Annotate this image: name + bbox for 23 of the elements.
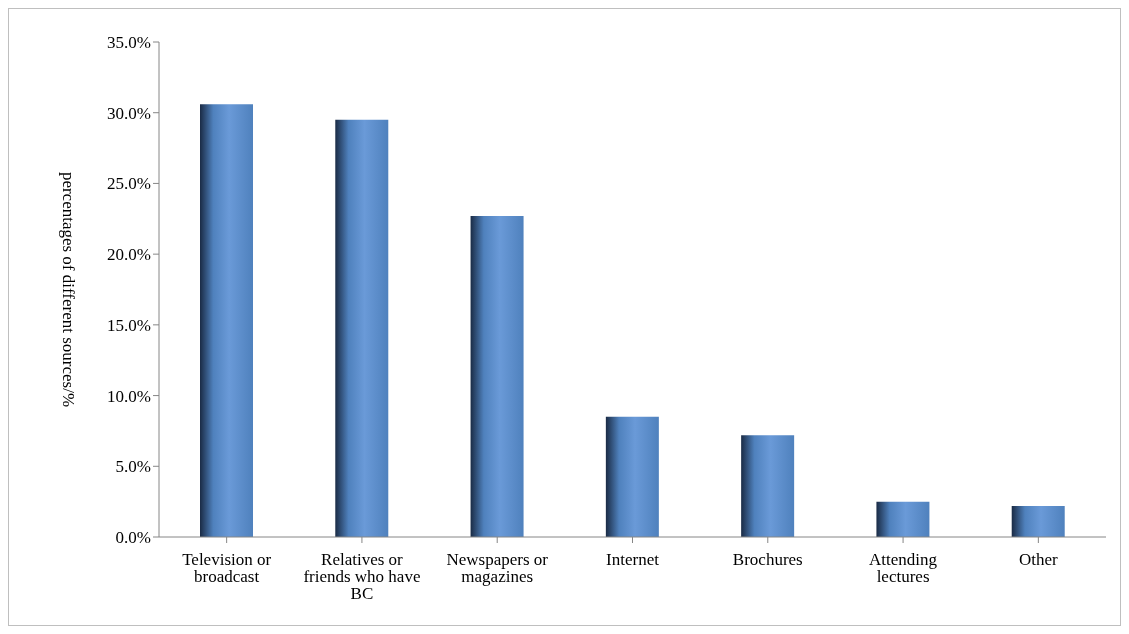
y-tick-label: 20.0% — [107, 245, 151, 265]
x-tick-label: Television or broadcast — [182, 550, 272, 587]
y-tick-label: 25.0% — [107, 174, 151, 194]
x-tick-label: Brochures — [732, 550, 803, 570]
y-tick-label: 10.0% — [107, 386, 151, 406]
bar — [470, 215, 524, 537]
bar — [1011, 505, 1065, 537]
y-tick-label: 0.0% — [115, 528, 151, 548]
y-tick-label: 5.0% — [115, 457, 151, 477]
bar — [605, 416, 659, 537]
bar — [200, 104, 253, 537]
bar — [741, 435, 795, 537]
x-tick-label: Other — [1019, 550, 1059, 570]
y-tick-label: 35.0% — [107, 33, 151, 53]
y-tick-label: 15.0% — [107, 315, 151, 335]
y-axis-title: percentages of different sources/% — [58, 171, 78, 408]
x-tick-label: Relatives or friends who have BC — [303, 550, 421, 604]
bar — [876, 501, 930, 537]
bar — [335, 119, 389, 537]
x-tick-label: Internet — [606, 550, 660, 570]
y-tick-label: 30.0% — [107, 103, 151, 123]
x-tick-label: Attending lectures — [869, 550, 938, 587]
x-tick-label: Newspapers or magazines — [446, 550, 549, 587]
